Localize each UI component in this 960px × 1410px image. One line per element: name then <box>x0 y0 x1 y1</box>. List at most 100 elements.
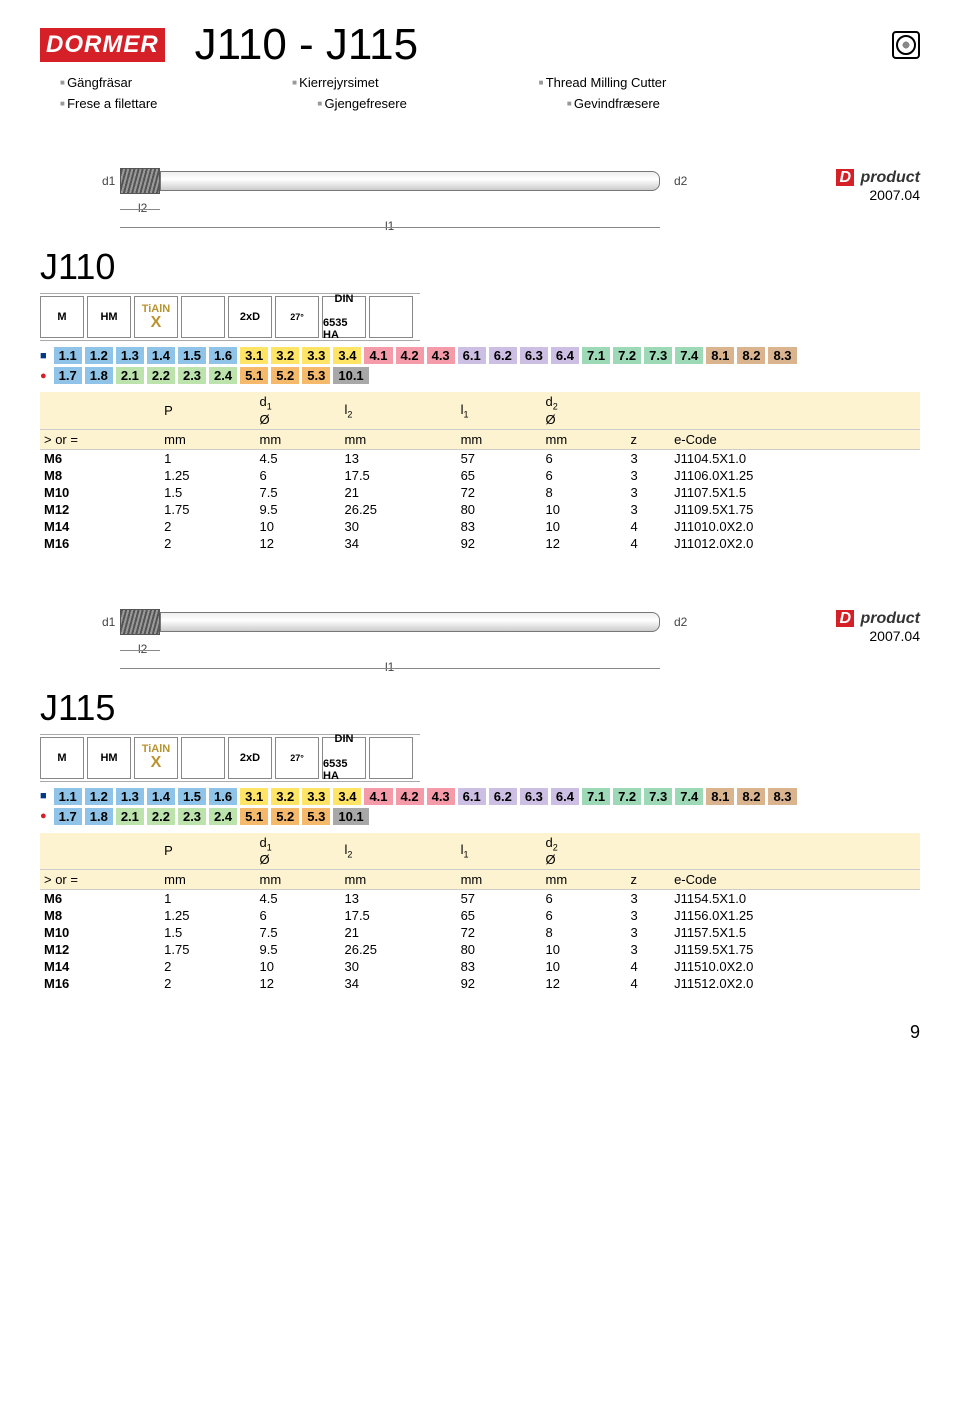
diagram-row: d1 d2 l2 l1 D product 2007.04 <box>40 141 920 231</box>
material-chip: 3.1 <box>240 788 268 805</box>
material-chip: 7.4 <box>675 788 703 805</box>
material-chip: 8.2 <box>737 788 765 805</box>
material-chip: 8.2 <box>737 347 765 364</box>
name-fi: Kierrejyrsimet <box>292 75 379 90</box>
material-chip: 2.3 <box>178 808 206 825</box>
material-chip: 6.1 <box>458 788 486 805</box>
table-row: M101.57.5217283J1157.5X1.5 <box>40 924 920 941</box>
dproduct-label: D product 2007.04 <box>750 610 920 644</box>
material-chip: 7.3 <box>644 788 672 805</box>
icon-thread <box>369 296 413 338</box>
logo: DORMER <box>40 28 165 62</box>
icon-bit: 27° <box>275 296 319 338</box>
table-row: M162123492124J11512.0X2.0 <box>40 975 920 992</box>
table-row: M81.25617.56563J1106.0X1.25 <box>40 467 920 484</box>
material-chip: 1.8 <box>85 808 113 825</box>
name-it: Frese a filettare <box>60 96 157 111</box>
material-chip: 7.1 <box>582 347 610 364</box>
material-chip: 3.2 <box>271 347 299 364</box>
material-chip: 2.1 <box>116 367 144 384</box>
header: DORMER J110 - J115 <box>40 20 920 70</box>
name-en: Thread Milling Cutter <box>539 75 667 90</box>
icon-d: D <box>181 296 225 338</box>
icon-d: D <box>181 737 225 779</box>
material-chip: 2.3 <box>178 367 206 384</box>
material-chip: 7.3 <box>644 347 672 364</box>
page-number: 9 <box>40 1022 920 1043</box>
icon-2xd: 2xD <box>228 296 272 338</box>
data-table: P d1Ø l2 l1 d2Ø > or =mmmm mmmmmm ze-Cod… <box>40 392 920 552</box>
material-chip: 3.4 <box>333 788 361 805</box>
material-chip: 6.3 <box>520 347 548 364</box>
materials-primary: ■1.11.21.31.41.51.63.13.23.33.44.14.24.3… <box>40 347 920 364</box>
material-chip: 5.2 <box>271 808 299 825</box>
material-chip: 5.1 <box>240 808 268 825</box>
icon-strip: M HM TiAlNX D 2xD 27° DIN6535 HA <box>40 734 420 782</box>
materials-secondary: ●1.71.82.12.22.32.45.15.25.310.1 <box>40 808 920 825</box>
section-code: J115 <box>40 687 920 729</box>
material-chip: 2.1 <box>116 808 144 825</box>
icon-bit: 27° <box>275 737 319 779</box>
material-chip: 1.6 <box>209 347 237 364</box>
icon-strip: M HM TiAlNX D 2xD 27° DIN6535 HA <box>40 293 420 341</box>
material-chip: 1.2 <box>85 788 113 805</box>
material-chip: 1.1 <box>54 788 82 805</box>
diagram-row: d1 d2 l2 l1 D product 2007.04 <box>40 582 920 672</box>
material-chip: 4.1 <box>364 788 392 805</box>
material-chip: 10.1 <box>333 808 368 825</box>
material-chip: 5.2 <box>271 367 299 384</box>
material-chip: 6.3 <box>520 788 548 805</box>
table-row: M614.5135763J1154.5X1.0 <box>40 890 920 908</box>
material-chip: 4.3 <box>427 788 455 805</box>
material-chip: 1.4 <box>147 347 175 364</box>
material-chip: 5.3 <box>302 367 330 384</box>
table-row: M142103083104J11510.0X2.0 <box>40 958 920 975</box>
material-chip: 3.3 <box>302 347 330 364</box>
table-row: M162123492124J11012.0X2.0 <box>40 535 920 552</box>
table-row: M121.759.526.2580103J1109.5X1.75 <box>40 501 920 518</box>
icon-din: DIN6535 HA <box>322 296 366 338</box>
material-chip: 1.5 <box>178 347 206 364</box>
material-chip: 7.1 <box>582 788 610 805</box>
icon-hm: HM <box>87 296 131 338</box>
material-chip: 3.3 <box>302 788 330 805</box>
material-chip: 2.2 <box>147 367 175 384</box>
table-row: M614.5135763J1104.5X1.0 <box>40 449 920 467</box>
material-chip: 4.3 <box>427 347 455 364</box>
names-row-2: Frese a filettare Gjengefresere Gevindfr… <box>40 96 920 111</box>
name-da: Gevindfræsere <box>567 96 660 111</box>
corner-icon <box>892 31 920 59</box>
material-chip: 1.6 <box>209 788 237 805</box>
page-title: J110 - J115 <box>195 20 418 70</box>
material-chip: 3.2 <box>271 788 299 805</box>
table-row: M121.759.526.2580103J1159.5X1.75 <box>40 941 920 958</box>
icon-din: DIN6535 HA <box>322 737 366 779</box>
material-chip: 1.2 <box>85 347 113 364</box>
material-chip: 1.8 <box>85 367 113 384</box>
material-chip: 8.1 <box>706 347 734 364</box>
name-sv: Gängfräsar <box>60 75 132 90</box>
material-chip: 2.4 <box>209 367 237 384</box>
material-chip: 6.2 <box>489 788 517 805</box>
icon-tialn: TiAlNX <box>134 737 178 779</box>
tool-diagram: d1 d2 l2 l1 <box>120 582 730 672</box>
icon-m: M <box>40 737 84 779</box>
material-chip: 7.4 <box>675 347 703 364</box>
table-row: M142103083104J11010.0X2.0 <box>40 518 920 535</box>
table-row: M101.57.5217283J1107.5X1.5 <box>40 484 920 501</box>
material-chip: 6.4 <box>551 347 579 364</box>
material-chip: 6.4 <box>551 788 579 805</box>
names-row-1: Gängfräsar Kierrejyrsimet Thread Milling… <box>40 75 920 90</box>
material-chip: 1.1 <box>54 347 82 364</box>
material-chip: 1.3 <box>116 788 144 805</box>
material-chip: 6.1 <box>458 347 486 364</box>
material-chip: 8.3 <box>768 347 796 364</box>
section-code: J110 <box>40 246 920 288</box>
material-chip: 1.7 <box>54 808 82 825</box>
dproduct-label: D product 2007.04 <box>750 169 920 203</box>
material-chip: 6.2 <box>489 347 517 364</box>
material-chip: 8.1 <box>706 788 734 805</box>
icon-m: M <box>40 296 84 338</box>
tool-diagram: d1 d2 l2 l1 <box>120 141 730 231</box>
material-chip: 5.3 <box>302 808 330 825</box>
